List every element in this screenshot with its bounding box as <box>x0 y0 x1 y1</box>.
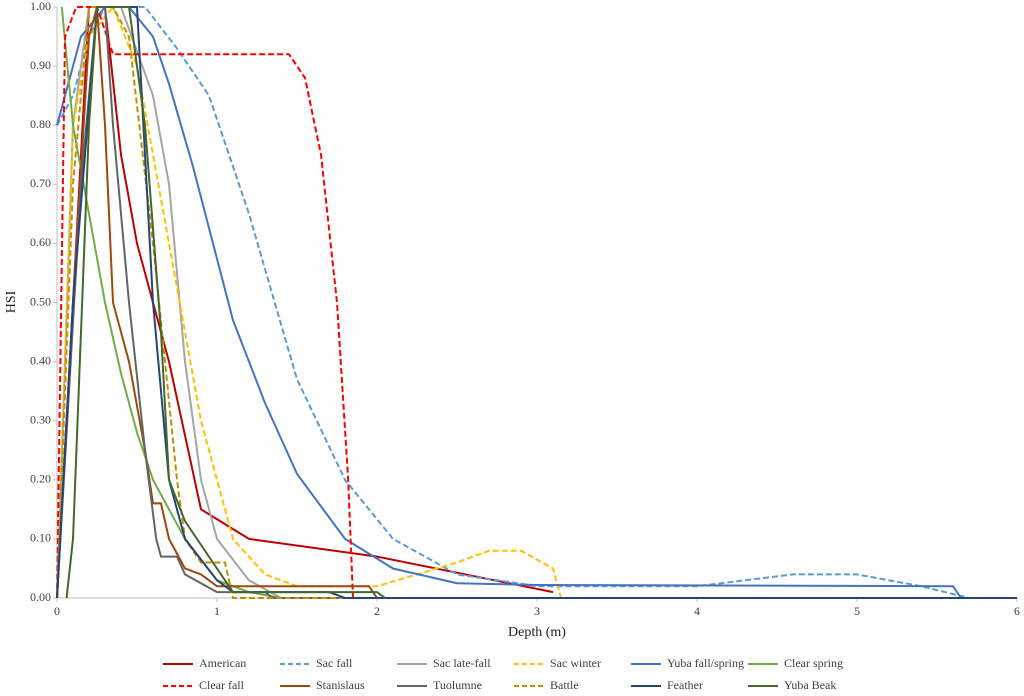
x-tick-label: 0 <box>54 604 60 618</box>
series-line <box>56 6 970 599</box>
y-tick-label: 1.00 <box>30 0 51 13</box>
series-line <box>56 6 1017 599</box>
y-tick-label: 0.30 <box>30 412 51 426</box>
series-line <box>60 6 1017 599</box>
y-tick-label: 0.10 <box>30 531 51 545</box>
y-axis-title: HSI <box>4 290 19 313</box>
y-tick-label: 0.20 <box>30 472 51 486</box>
y-tick-label: 0.60 <box>30 235 51 249</box>
legend-label: Stanislaus <box>316 678 365 692</box>
x-tick-label: 6 <box>1014 604 1020 618</box>
y-tick-label: 0.00 <box>30 590 51 604</box>
legend-label: Tuolumne <box>433 678 482 692</box>
y-tick-label: 0.80 <box>30 117 51 131</box>
legend-label: Feather <box>667 678 703 692</box>
legend-label: Sac fall <box>316 656 353 670</box>
legend-label: American <box>199 656 246 670</box>
legend-label: Yuba Beak <box>784 678 836 692</box>
legend-label: Battle <box>550 678 579 692</box>
x-tick-label: 2 <box>374 604 380 618</box>
legend-label: Clear spring <box>784 656 843 670</box>
legend-label: Clear fall <box>199 678 245 692</box>
legend-label: Yuba fall/spring <box>667 656 744 670</box>
x-axis-title: Depth (m) <box>508 625 566 640</box>
y-tick-label: 0.90 <box>30 58 51 72</box>
y-tick-label: 0.50 <box>30 294 51 308</box>
series-line <box>65 6 386 599</box>
series-line <box>56 6 1017 599</box>
series-line <box>56 6 962 599</box>
x-tick-label: 3 <box>534 604 540 618</box>
y-tick-label: 0.70 <box>30 176 51 190</box>
y-tick-label: 0.40 <box>30 353 51 367</box>
legend-label: Sac late-fall <box>433 656 491 670</box>
x-tick-label: 5 <box>854 604 860 618</box>
x-tick-label: 1 <box>214 604 220 618</box>
legend-label: Sac winter <box>550 656 601 670</box>
x-tick-label: 4 <box>694 604 700 618</box>
series-line <box>56 6 554 599</box>
